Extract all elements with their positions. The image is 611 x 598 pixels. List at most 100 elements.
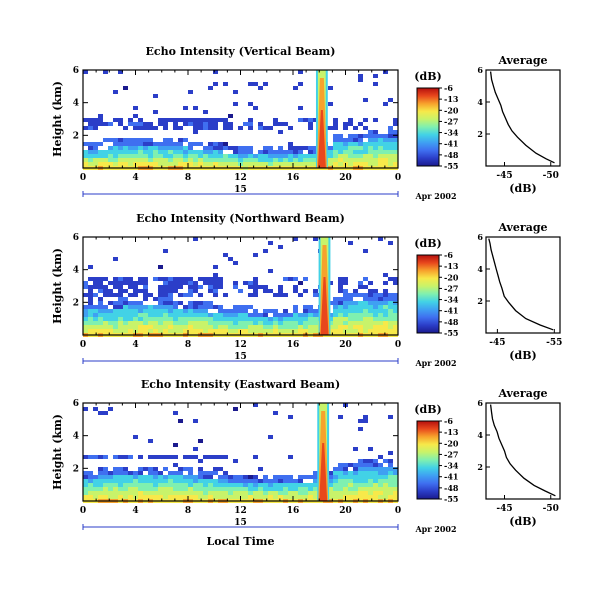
heatmap-cell bbox=[218, 455, 223, 459]
heatmap-cell bbox=[388, 130, 393, 134]
heatmap-cell bbox=[273, 491, 278, 495]
heatmap-cell bbox=[178, 325, 183, 329]
heatmap-cell bbox=[93, 277, 98, 281]
heatmap-cell bbox=[388, 142, 393, 146]
heatmap-cell bbox=[253, 491, 258, 495]
heatmap-cell bbox=[293, 313, 298, 317]
heatmap-cell bbox=[83, 471, 88, 475]
heatmap-cell bbox=[118, 491, 123, 495]
heatmap-cell bbox=[188, 305, 193, 309]
heatmap-cell bbox=[288, 329, 293, 333]
heatmap-cell bbox=[103, 495, 108, 499]
heatmap-cell bbox=[213, 146, 218, 150]
heatmap-cell bbox=[173, 142, 178, 146]
heatmap-cell bbox=[153, 297, 158, 301]
heatmap-cell bbox=[163, 475, 168, 479]
heatmap-cell bbox=[218, 154, 223, 158]
heatmap-cell bbox=[188, 329, 193, 333]
heatmap-cell bbox=[178, 313, 183, 317]
heatmap-cell bbox=[208, 281, 213, 285]
heatmap-cell bbox=[303, 277, 308, 281]
heatmap-cell bbox=[328, 329, 333, 333]
heatmap-cell bbox=[218, 309, 223, 313]
heatmap-cell bbox=[338, 134, 343, 138]
heatmap-cell bbox=[333, 491, 338, 495]
heatmap-cell bbox=[103, 277, 108, 281]
heatmap-cell bbox=[363, 249, 368, 253]
heatmap-cell bbox=[98, 118, 103, 122]
heatmap-cell bbox=[368, 463, 373, 467]
heatmap-cell bbox=[83, 491, 88, 495]
heatmap-cell bbox=[328, 154, 333, 158]
heatmap-cell bbox=[243, 154, 248, 158]
heatmap-cell bbox=[153, 475, 158, 479]
heatmap-cell bbox=[343, 154, 348, 158]
heatmap-cell bbox=[378, 162, 383, 166]
heatmap-cell bbox=[378, 237, 383, 241]
heatmap-cell bbox=[163, 455, 168, 459]
heatmap-cell bbox=[233, 146, 238, 150]
heatmap-cell bbox=[153, 487, 158, 491]
heatmap-cell bbox=[383, 495, 388, 499]
heatmap-cell bbox=[118, 471, 123, 475]
x-tick-label: 0 bbox=[395, 340, 401, 350]
eastward-profile-line bbox=[489, 404, 556, 497]
heatmap-cell bbox=[308, 154, 313, 158]
heatmap-cell bbox=[268, 491, 273, 495]
heatmap-cell bbox=[168, 471, 173, 475]
heatmap-cell bbox=[163, 249, 168, 253]
heatmap-cell bbox=[263, 317, 268, 321]
heatmap-cell bbox=[223, 309, 228, 313]
heatmap-cell bbox=[163, 487, 168, 491]
heatmap-cell bbox=[228, 154, 233, 158]
heatmap-cell bbox=[393, 130, 398, 134]
heatmap-cell bbox=[98, 325, 103, 329]
heatmap-cell bbox=[383, 289, 388, 293]
heatmap-cell bbox=[253, 495, 258, 499]
heatmap-cell bbox=[393, 301, 398, 305]
heatmap-cell bbox=[198, 142, 203, 146]
heatmap-cell bbox=[343, 321, 348, 325]
heatmap-cell bbox=[193, 281, 198, 285]
heatmap-cell bbox=[288, 495, 293, 499]
heatmap-cell bbox=[133, 281, 138, 285]
heatmap-cell bbox=[378, 483, 383, 487]
heatmap-cell bbox=[138, 277, 143, 281]
heatmap-cell bbox=[188, 301, 193, 305]
heatmap-cell bbox=[103, 455, 108, 459]
heatmap-cell bbox=[388, 138, 393, 142]
heatmap-cell bbox=[338, 301, 343, 305]
heatmap-cell bbox=[373, 134, 378, 138]
heatmap-cell bbox=[118, 495, 123, 499]
heatmap-cell bbox=[373, 293, 378, 297]
heatmap-cell bbox=[388, 317, 393, 321]
heatmap-cell bbox=[218, 321, 223, 325]
heatmap-cell bbox=[188, 491, 193, 495]
heatmap-cell bbox=[278, 245, 283, 249]
heatmap-cell bbox=[368, 447, 373, 451]
heatmap-cell bbox=[243, 475, 248, 479]
heatmap-cell bbox=[258, 162, 263, 166]
heatmap-cell bbox=[148, 293, 153, 297]
heatmap-cell bbox=[168, 317, 173, 321]
date-day-label: 15 bbox=[234, 185, 247, 195]
heatmap-cell bbox=[378, 313, 383, 317]
heatmap-cell bbox=[348, 118, 353, 122]
heatmap-cell bbox=[198, 309, 203, 313]
heatmap-cell bbox=[388, 491, 393, 495]
heatmap-cell bbox=[193, 491, 198, 495]
heatmap-cell bbox=[348, 162, 353, 166]
heatmap-cell bbox=[258, 479, 263, 483]
heatmap-cell bbox=[383, 154, 388, 158]
vertical-profile-frame bbox=[485, 69, 561, 167]
colorbar-tick-label: -20 bbox=[444, 272, 459, 282]
heatmap-cell bbox=[218, 305, 223, 309]
heatmap-cell bbox=[228, 487, 233, 491]
heatmap-cell bbox=[93, 321, 98, 325]
heatmap-cell bbox=[383, 293, 388, 297]
heatmap-cell bbox=[363, 297, 368, 301]
heatmap-cell bbox=[253, 479, 258, 483]
heatmap-cell bbox=[168, 289, 173, 293]
colorbar-tick-label: -13 bbox=[444, 427, 459, 437]
heatmap-cell bbox=[178, 475, 183, 479]
